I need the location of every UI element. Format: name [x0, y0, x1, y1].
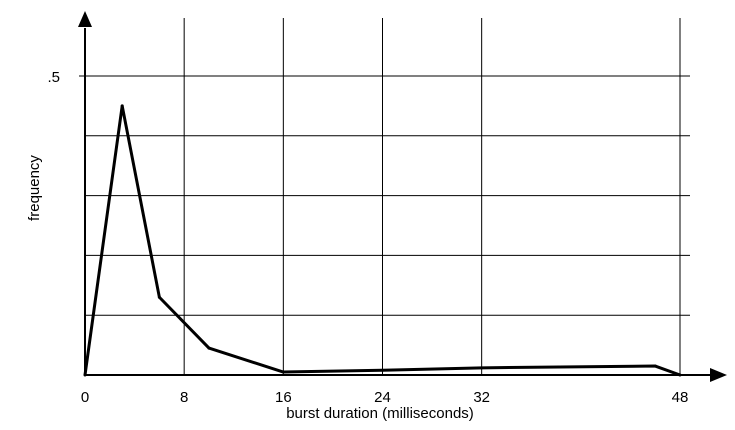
data-point-5 [381, 368, 384, 372]
tick-labels: 0 8 16 24 32 48 .5 [47, 69, 688, 406]
data-point-4 [281, 370, 285, 374]
data-point-8 [678, 373, 682, 377]
x-axis-label: burst duration (milliseconds) [286, 405, 474, 422]
x-tick-label-24: 24 [374, 389, 391, 406]
data-point-0 [83, 373, 87, 377]
data-point-3 [207, 346, 211, 350]
x-tick-label-16: 16 [275, 389, 292, 406]
y-axis-arrowhead [78, 11, 92, 27]
data-point-7 [653, 364, 657, 368]
y-axis-label: frequency [26, 155, 43, 221]
x-tick-label-0: 0 [81, 389, 89, 406]
x-tick-label-48: 48 [672, 389, 689, 406]
data-point-1 [120, 104, 124, 108]
axes [78, 11, 727, 382]
data-point-2 [157, 295, 161, 299]
series-group [83, 104, 682, 377]
x-tick-label-32: 32 [473, 389, 490, 406]
x-axis-arrowhead [710, 368, 727, 382]
data-point-6 [480, 366, 484, 370]
grid [85, 18, 690, 375]
y-tick-label: .5 [47, 69, 60, 86]
x-tick-label-8: 8 [180, 389, 188, 406]
